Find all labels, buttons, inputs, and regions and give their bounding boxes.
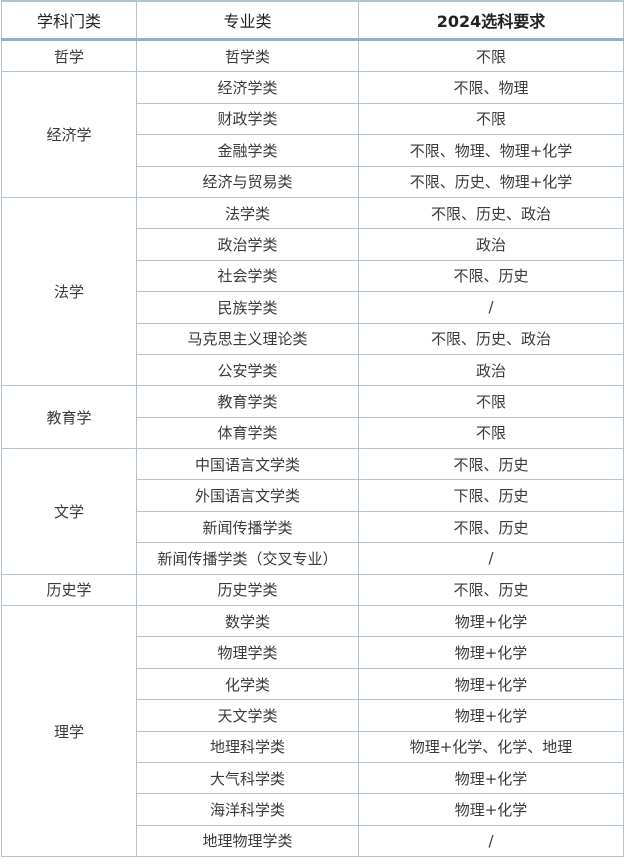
major-cell: 经济学类	[136, 71, 359, 104]
table-row: 化学类 物理+化学	[2, 667, 624, 701]
major-cell: 新闻传播学类	[136, 510, 359, 544]
table-row: 文学 中国语言文学类 不限、历史	[1, 448, 624, 575]
category-cell: 教育学	[1, 385, 137, 450]
requirement-cell: 不限、历史	[358, 259, 624, 293]
table-row: 地理物理学类 /	[2, 824, 624, 858]
table-row: 经济与贸易类 不限、历史、物理+化学	[2, 165, 624, 198]
table-row: 法学 法学类 不限、历史、政治	[1, 196, 624, 387]
category-cell: 历史学	[1, 573, 137, 607]
table-row: 天文学类 物理+化学	[2, 699, 624, 732]
requirement-cell: 物理+化学、化学、地理	[358, 730, 624, 763]
header-row: 学科门类 专业类 2024选科要求	[1, 0, 624, 41]
table-row: 金融学类 不限、物理、物理+化学	[2, 134, 624, 167]
requirement-cell: 物理+化学	[358, 793, 624, 826]
major-cell: 政治学类	[136, 228, 359, 261]
table-row: 大气科学类 物理+化学	[2, 761, 624, 795]
category-cell: 法学	[1, 196, 137, 387]
requirement-cell: /	[358, 291, 624, 324]
table-row: 政治学类 政治	[2, 228, 624, 261]
requirement-cell: 不限	[358, 38, 624, 73]
requirement-cell: 不限、历史、物理+化学	[358, 165, 624, 198]
table-row: 哲学 哲学类 不限	[1, 38, 624, 73]
requirement-cell: 物理+化学	[358, 605, 624, 638]
major-cell: 公安学类	[136, 353, 359, 387]
requirement-cell: 不限、历史、政治	[358, 196, 624, 230]
table-row: 经济学 经济学类 不限、物理	[1, 71, 624, 198]
table-body: 哲学 哲学类 不限 经济学 经济学类 不限、物理 财政学类 不限 金融学类 不限、物理、物理+化学…	[1, 38, 624, 858]
major-cell: 大气科学类	[136, 761, 359, 795]
major-cell: 教育学类	[136, 385, 359, 418]
header-major: 专业类	[136, 0, 359, 41]
requirement-cell: 不限、历史	[358, 448, 624, 481]
table-row: 体育学类 不限	[2, 416, 624, 450]
table-row: 社会学类 不限、历史	[2, 259, 624, 293]
major-cell: 哲学类	[136, 38, 359, 73]
major-cell: 地理科学类	[136, 730, 359, 763]
table-row: 海洋科学类 物理+化学	[2, 793, 624, 826]
major-cell: 民族学类	[136, 291, 359, 324]
requirement-cell: 物理+化学	[358, 636, 624, 669]
major-cell: 天文学类	[136, 699, 359, 732]
category-cell: 理学	[1, 605, 137, 858]
requirement-cell: /	[358, 542, 624, 575]
table-row: 理学 数学类 物理+化学	[1, 605, 624, 858]
table-row: 马克思主义理论类 不限、历史、政治	[2, 322, 624, 355]
table-row: 地理科学类 物理+化学、化学、地理	[2, 730, 624, 763]
requirement-cell: 不限、历史	[358, 510, 624, 544]
major-cell: 经济与贸易类	[136, 165, 359, 198]
requirement-cell: 物理+化学	[358, 761, 624, 795]
major-cell: 地理物理学类	[136, 824, 359, 858]
major-cell: 化学类	[136, 667, 359, 701]
requirement-cell: 不限	[358, 385, 624, 418]
header-category: 学科门类	[1, 0, 137, 41]
requirement-cell: 政治	[358, 228, 624, 261]
category-cell: 经济学	[1, 71, 137, 198]
table-row: 历史学 历史学类 不限、历史	[1, 573, 624, 607]
requirement-cell: 不限	[358, 416, 624, 450]
table-row: 教育学 教育学类 不限	[1, 385, 624, 450]
major-cell: 金融学类	[136, 134, 359, 167]
major-cell: 法学类	[136, 196, 359, 230]
table-row: 民族学类 /	[2, 291, 624, 324]
requirement-cell: 不限、历史	[358, 573, 624, 607]
requirement-cell: 不限、历史、政治	[358, 322, 624, 355]
category-cell: 哲学	[1, 38, 137, 73]
major-cell: 物理学类	[136, 636, 359, 669]
major-cell: 马克思主义理论类	[136, 322, 359, 355]
requirement-cell: 不限、物理	[358, 71, 624, 104]
major-cell: 财政学类	[136, 102, 359, 136]
major-cell: 中国语言文学类	[136, 448, 359, 481]
requirement-cell: /	[358, 824, 624, 858]
requirement-cell: 下限、历史	[358, 479, 624, 512]
major-cell: 社会学类	[136, 259, 359, 293]
requirement-cell: 政治	[358, 353, 624, 387]
major-cell: 外国语言文学类	[136, 479, 359, 512]
major-cell: 海洋科学类	[136, 793, 359, 826]
requirement-cell: 物理+化学	[358, 667, 624, 701]
major-cell: 历史学类	[136, 573, 359, 607]
table-row: 财政学类 不限	[2, 102, 624, 136]
requirement-cell: 物理+化学	[358, 699, 624, 732]
category-cell: 文学	[1, 448, 137, 575]
requirement-cell: 不限、物理、物理+化学	[358, 134, 624, 167]
major-cell: 体育学类	[136, 416, 359, 450]
requirement-cell: 不限	[358, 102, 624, 136]
table-row: 外国语言文学类 下限、历史	[2, 479, 624, 512]
header-requirement: 2024选科要求	[358, 0, 624, 41]
major-cell: 新闻传播学类（交叉专业）	[136, 542, 359, 575]
major-cell: 数学类	[136, 605, 359, 638]
